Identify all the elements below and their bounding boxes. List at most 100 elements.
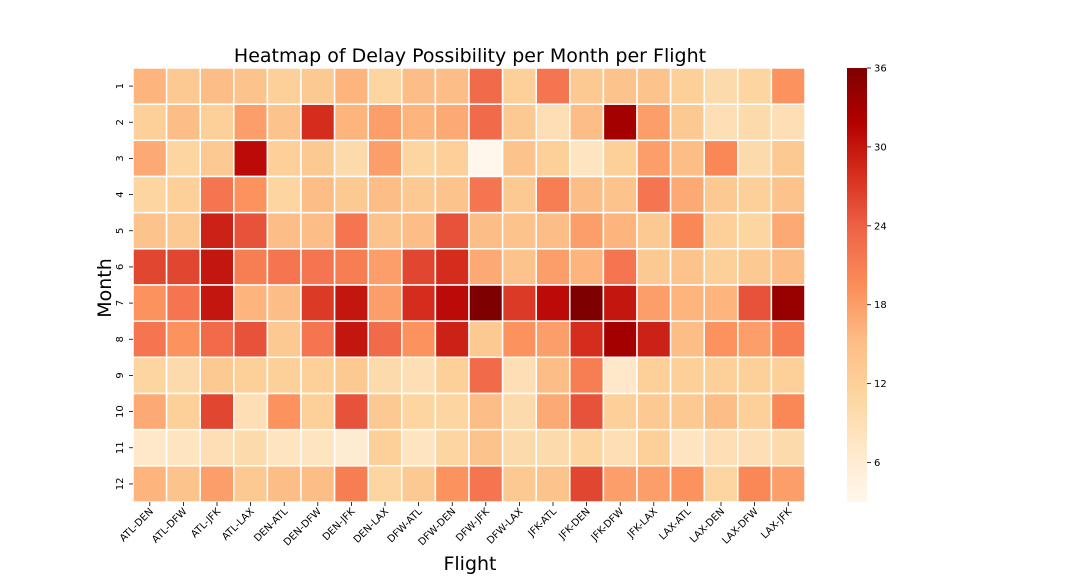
heatmap-cell <box>199 211 235 250</box>
heatmap-cell <box>266 175 302 214</box>
heatmap-cell <box>636 465 672 503</box>
heatmap-cell <box>737 320 773 359</box>
x-tick-label: ATL-LAX <box>220 506 257 543</box>
heatmap-cell <box>401 211 437 250</box>
heatmap-cell <box>233 465 269 503</box>
heatmap-cell <box>468 67 504 105</box>
heatmap-cell <box>132 392 168 431</box>
heatmap-cell <box>770 211 806 250</box>
heatmap-cell <box>132 139 168 178</box>
heatmap-cell <box>434 284 470 322</box>
heatmap-cell <box>367 139 403 178</box>
heatmap-cell <box>602 211 638 250</box>
heatmap-cell <box>401 103 437 142</box>
heatmap-cell <box>300 320 336 359</box>
x-tick-label: JFK-ATL <box>526 506 560 540</box>
heatmap-cell <box>501 175 537 214</box>
heatmap-cell <box>132 465 168 503</box>
heatmap-cell <box>300 284 336 322</box>
heatmap-cell <box>669 392 705 431</box>
heatmap-cell <box>535 175 571 214</box>
heatmap-cell <box>266 356 302 395</box>
heatmap-cell <box>636 356 672 395</box>
heatmap-cell <box>165 139 201 178</box>
heatmap-cell <box>300 465 336 503</box>
heatmap-cell <box>367 211 403 250</box>
colorbar-tick-label: 18 <box>874 300 887 311</box>
chart-title: Heatmap of Delay Possibility per Month p… <box>234 45 706 67</box>
y-tick-label: 2 <box>115 119 126 125</box>
heatmap-cell <box>703 356 739 395</box>
heatmap-cell <box>602 392 638 431</box>
heatmap-cell <box>770 356 806 395</box>
heatmap-cell <box>737 103 773 142</box>
x-tick-label: LAX-JFK <box>759 506 794 541</box>
heatmap-cell <box>569 320 605 359</box>
y-axis-label: Month <box>94 258 116 318</box>
heatmap-cell <box>535 284 571 322</box>
heatmap-cell <box>535 320 571 359</box>
heatmap-cell <box>300 356 336 395</box>
heatmap-cell <box>535 392 571 431</box>
heatmap-cell <box>669 465 705 503</box>
heatmap-cell <box>401 392 437 431</box>
heatmap-cell <box>636 139 672 178</box>
heatmap-cell <box>636 284 672 322</box>
heatmap-cell <box>569 428 605 467</box>
heatmap-cell <box>569 392 605 431</box>
heatmap-cell <box>401 175 437 214</box>
heatmap-cell <box>669 428 705 467</box>
heatmap-cell <box>501 103 537 142</box>
colorbar-ticks: 6 12 18 24 30 36 <box>867 64 887 469</box>
heatmap-cell <box>535 356 571 395</box>
heatmap-cell <box>669 284 705 322</box>
colorbar-tick-label: 12 <box>874 379 887 390</box>
heatmap-cell <box>266 67 302 105</box>
heatmap-cell <box>367 103 403 142</box>
heatmap-cell <box>468 139 504 178</box>
heatmap-cell <box>132 211 168 250</box>
heatmap-cell <box>636 320 672 359</box>
x-axis-label: Flight <box>443 553 496 575</box>
heatmap-cell <box>266 248 302 286</box>
heatmap-cell <box>266 211 302 250</box>
heatmap-cell <box>669 248 705 286</box>
heatmap-cell <box>300 67 336 105</box>
heatmap-cell <box>199 356 235 395</box>
heatmap-cell <box>468 175 504 214</box>
heatmap-cell <box>367 248 403 286</box>
heatmap-cell <box>703 284 739 322</box>
heatmap-cell <box>333 67 369 105</box>
heatmap-cell <box>132 175 168 214</box>
heatmap-cell <box>199 67 235 105</box>
heatmap-cell <box>367 392 403 431</box>
heatmap-cell <box>602 139 638 178</box>
heatmap-cell <box>501 320 537 359</box>
heatmap-cell <box>333 465 369 503</box>
heatmap-cell <box>468 428 504 467</box>
heatmap-cell <box>266 320 302 359</box>
heatmap-cell <box>266 139 302 178</box>
heatmap-cell <box>669 211 705 250</box>
heatmap-cell <box>401 67 437 105</box>
heatmap-cell <box>569 211 605 250</box>
heatmap-cell <box>300 392 336 431</box>
heatmap-cell <box>569 139 605 178</box>
heatmap-cell <box>434 320 470 359</box>
heatmap-cell <box>165 320 201 359</box>
heatmap-cell <box>300 103 336 142</box>
heatmap-cell <box>333 428 369 467</box>
heatmap-cell <box>233 175 269 214</box>
heatmap-cell <box>535 465 571 503</box>
y-tick-label: 1 <box>115 83 126 89</box>
heatmap-cell <box>199 139 235 178</box>
heatmap-cell <box>233 248 269 286</box>
heatmap-cell <box>199 320 235 359</box>
heatmap-cell <box>199 248 235 286</box>
heatmap-cell <box>233 428 269 467</box>
heatmap-cell <box>132 248 168 286</box>
heatmap-cell <box>501 465 537 503</box>
heatmap-cell <box>703 103 739 142</box>
